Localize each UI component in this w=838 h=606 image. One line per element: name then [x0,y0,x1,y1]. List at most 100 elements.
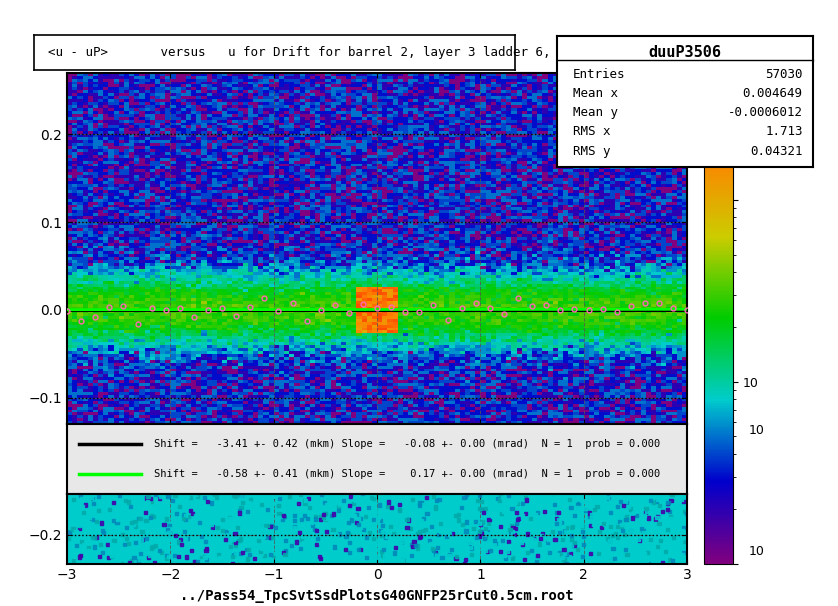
Point [406,542,420,551]
Point [449,553,463,563]
Point [588,553,602,562]
Point [332,502,345,511]
Point [638,527,651,537]
Point [334,515,348,525]
Point [604,507,618,517]
Point [511,547,525,557]
Point [218,557,231,567]
Point [384,522,397,531]
Point [256,541,270,550]
Text: 0.04321: 0.04321 [750,145,803,158]
Point [516,499,530,508]
Point [668,528,681,538]
Point [401,523,414,533]
Point [371,553,385,562]
Point [665,496,678,505]
Point [486,555,499,565]
Point [644,496,657,505]
Point [611,522,624,531]
Point [216,514,230,524]
Point [515,498,528,508]
Point [455,541,468,551]
Point [297,515,310,525]
Point [484,519,498,528]
Point [510,496,524,505]
Point [468,538,481,547]
Point [383,528,396,538]
Point [205,491,219,501]
Point [534,553,547,563]
Point [642,513,655,523]
Point [233,506,246,516]
Point [613,539,627,549]
Point [584,549,597,559]
Point [252,536,266,545]
Point [283,548,297,558]
Point [106,498,120,508]
Point [614,521,628,531]
Point [273,499,287,509]
Point [456,519,469,529]
Point [378,554,391,564]
Point [652,519,665,528]
Point [207,490,220,499]
Point [354,522,367,532]
Point [177,534,190,544]
Point [676,525,690,535]
Point [153,491,167,501]
Point [283,550,297,560]
Point [553,548,566,558]
Point [634,516,647,526]
Point [555,550,568,559]
Point [615,525,628,535]
Point [269,549,282,559]
Point [619,515,633,525]
Point [343,547,356,557]
Point [587,504,601,514]
Point [234,521,247,530]
Point [133,554,147,564]
Point [663,507,676,516]
Point [344,492,358,502]
Point [608,554,621,564]
Point [287,522,301,531]
Point [443,529,457,539]
Point [646,512,660,522]
Point [114,559,127,568]
Point [66,551,80,561]
Point [411,541,424,551]
Point [659,546,672,556]
Point [116,553,130,563]
Point [184,545,198,555]
Point [235,494,249,504]
Point [319,514,333,524]
Point [132,547,145,556]
Point [650,496,664,506]
Point [327,495,340,505]
Text: Shift =   -0.58 +- 0.41 (mkm) Slope =    0.17 +- 0.00 (mrad)  N = 1  prob = 0.00: Shift = -0.58 +- 0.41 (mkm) Slope = 0.17… [154,470,660,479]
Point [525,504,538,514]
Point [140,534,153,544]
Point [560,522,573,532]
Point [456,523,469,533]
Point [323,490,336,500]
Point [154,514,168,524]
Point [224,542,237,551]
Point [623,522,636,532]
Point [499,518,513,527]
Point [655,519,669,528]
Point [565,531,578,541]
Point [134,515,147,525]
Point [672,556,685,565]
Point [314,501,328,510]
Point [628,505,642,514]
Point [557,522,571,531]
Point [661,524,675,534]
Point [180,492,194,502]
Point [463,523,477,533]
Point [655,492,669,502]
Point [153,539,167,548]
Point [680,509,694,519]
Point [206,510,220,519]
Point [235,548,249,558]
